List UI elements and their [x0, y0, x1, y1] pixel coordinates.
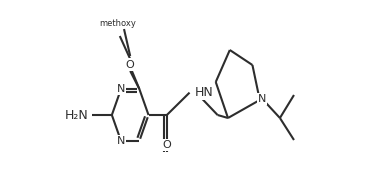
Text: N: N — [117, 136, 125, 146]
Text: N: N — [117, 84, 125, 94]
Text: N: N — [258, 94, 266, 104]
Text: methoxy: methoxy — [99, 19, 137, 28]
Text: O: O — [126, 60, 135, 70]
Text: O: O — [126, 59, 135, 69]
Text: HN: HN — [194, 86, 213, 98]
Text: O: O — [162, 140, 171, 150]
Text: H₂N: H₂N — [65, 108, 89, 122]
